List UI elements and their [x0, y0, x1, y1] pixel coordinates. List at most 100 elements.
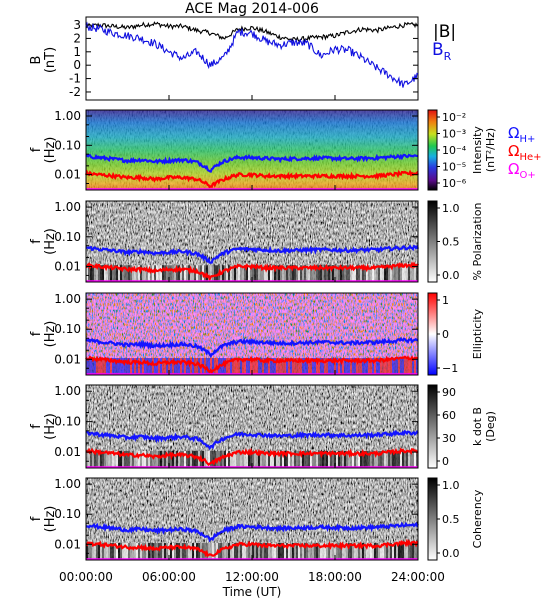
polarization-colorbar [427, 200, 438, 283]
ellipticity-band-stripe [322, 358, 324, 375]
coherency-band-stripe [94, 543, 96, 560]
ellipticity-band-stripe [362, 358, 364, 375]
kdotb-band-stripe [108, 450, 110, 468]
polarization-band-stripe [288, 265, 290, 282]
kdotb-band-stripe [416, 450, 418, 468]
polarization-band-stripe [118, 265, 120, 282]
coherency-band-stripe [244, 543, 246, 560]
polarization-band-stripe [388, 265, 390, 282]
coherency-band-stripe [90, 543, 92, 560]
coherency-band-stripe [98, 543, 100, 560]
polarization-band-stripe [322, 265, 324, 282]
coherency-band-stripe [122, 543, 124, 560]
coherency-band-stripe [330, 543, 332, 560]
coherency-band-stripe [124, 543, 126, 560]
polarization-band-stripe [414, 265, 416, 282]
kdotb-band-stripe [302, 450, 304, 468]
polarization-band-stripe [400, 265, 402, 282]
ellipticity-band-stripe [386, 358, 388, 375]
polarization-band-stripe [404, 265, 406, 282]
legend-h-plus: ΩH+ [508, 124, 535, 145]
kdotb-band-stripe [242, 450, 244, 468]
ellipticity-band-stripe [326, 358, 328, 375]
ellipticity-band-stripe [330, 358, 332, 375]
coherency-band-stripe [308, 543, 310, 560]
ellipticity-band-stripe [358, 358, 360, 375]
kdotb-band-stripe [304, 450, 306, 468]
coherency-band-stripe [210, 543, 212, 560]
ellipticity-band-stripe [372, 358, 374, 375]
intensity-he-plus-line [84, 169, 419, 189]
coherency-band-stripe [338, 543, 340, 560]
ellipticity-band-stripe [270, 358, 272, 375]
kdotb-band-stripe [314, 450, 316, 468]
coherency-cbar-tick-label: 1.0 [442, 479, 460, 492]
kdotb-band-stripe [254, 450, 256, 468]
ellipticity-band-stripe [246, 358, 248, 375]
ellipticity-band-stripe [168, 358, 170, 375]
polarization-band-stripe [314, 265, 316, 282]
polarization-band-stripe [212, 265, 214, 282]
coherency-band-stripe [276, 543, 278, 560]
polarization-band-stripe [254, 265, 256, 282]
intensity-h-plus-line [85, 153, 419, 173]
polarization-band-stripe [210, 265, 212, 282]
coherency-band-stripe [412, 543, 414, 560]
ellipticity-band-stripe [214, 358, 216, 375]
polarization-band-stripe [350, 265, 352, 282]
ellipticity-band-stripe [196, 358, 198, 375]
polarization-band-stripe [352, 265, 354, 282]
polarization-band-stripe [246, 265, 248, 282]
coherency-band-stripe [398, 543, 400, 560]
kdotb-band-stripe [162, 450, 164, 468]
coherency-band-stripe [102, 543, 104, 560]
polarization-band-stripe [222, 265, 224, 282]
polarization-band-stripe [208, 265, 210, 282]
legend-he-plus: ΩHe+ [508, 142, 542, 163]
legend-br-main: B [432, 40, 444, 60]
coherency-band-stripe [382, 543, 384, 560]
chart-title: ACE Mag 2014-006 [185, 1, 319, 17]
polarization-band-stripe [296, 265, 298, 282]
coherency-band-stripe [282, 543, 284, 560]
polarization-band-stripe [302, 265, 304, 282]
ellipticity-band-stripe [100, 358, 102, 375]
coherency-band-stripe [136, 543, 138, 560]
polarization-panel: 1.00 0.10 0.01 f (Hz) 1.0 0.5 0.0 % Polarization [29, 200, 484, 283]
polarization-band-stripe [370, 265, 372, 282]
coherency-band-stripe [234, 543, 236, 560]
ellipticity-band-stripe [398, 358, 400, 375]
ellipticity-band-stripe [262, 358, 264, 375]
polarization-band-stripe [164, 265, 166, 282]
polarization-band-stripe [150, 265, 152, 282]
ellipticity-band-stripe [316, 358, 318, 375]
kdotb-band-stripe [348, 450, 350, 468]
ellipticity-band-stripe [298, 358, 300, 375]
coherency-band-stripe [130, 543, 132, 560]
coherency-band-stripe [208, 543, 210, 560]
kdotb-band-stripe [274, 450, 276, 468]
kdotb-band-stripe [318, 450, 320, 468]
polarization-band-stripe [398, 265, 400, 282]
coherency-band-stripe [316, 543, 318, 560]
ellipticity-band-stripe [260, 358, 262, 375]
polarization-band-stripe [354, 265, 356, 282]
coherency-cbar-tick-label: 0.5 [442, 513, 460, 526]
coherency-band-stripe [332, 543, 334, 560]
polarization-band-stripe [402, 265, 404, 282]
polarization-band-stripe [128, 265, 130, 282]
kdotb-h-plus-line [85, 429, 419, 451]
coherency-band-stripe [118, 543, 120, 560]
coherency-band-stripe [248, 543, 250, 560]
coherency-band-stripe [188, 543, 190, 560]
coherency-h-plus-line [85, 521, 419, 543]
kdotb-band-stripe [300, 450, 302, 468]
coherency-band-stripe [392, 543, 394, 560]
polarization-band-stripe [260, 265, 262, 282]
ellipticity-band-stripe [252, 358, 254, 375]
kdotb-band-stripe [122, 450, 124, 468]
ellipticity-band-stripe [334, 358, 336, 375]
coherency-band-stripe [346, 543, 348, 560]
polarization-band-stripe [262, 265, 264, 282]
